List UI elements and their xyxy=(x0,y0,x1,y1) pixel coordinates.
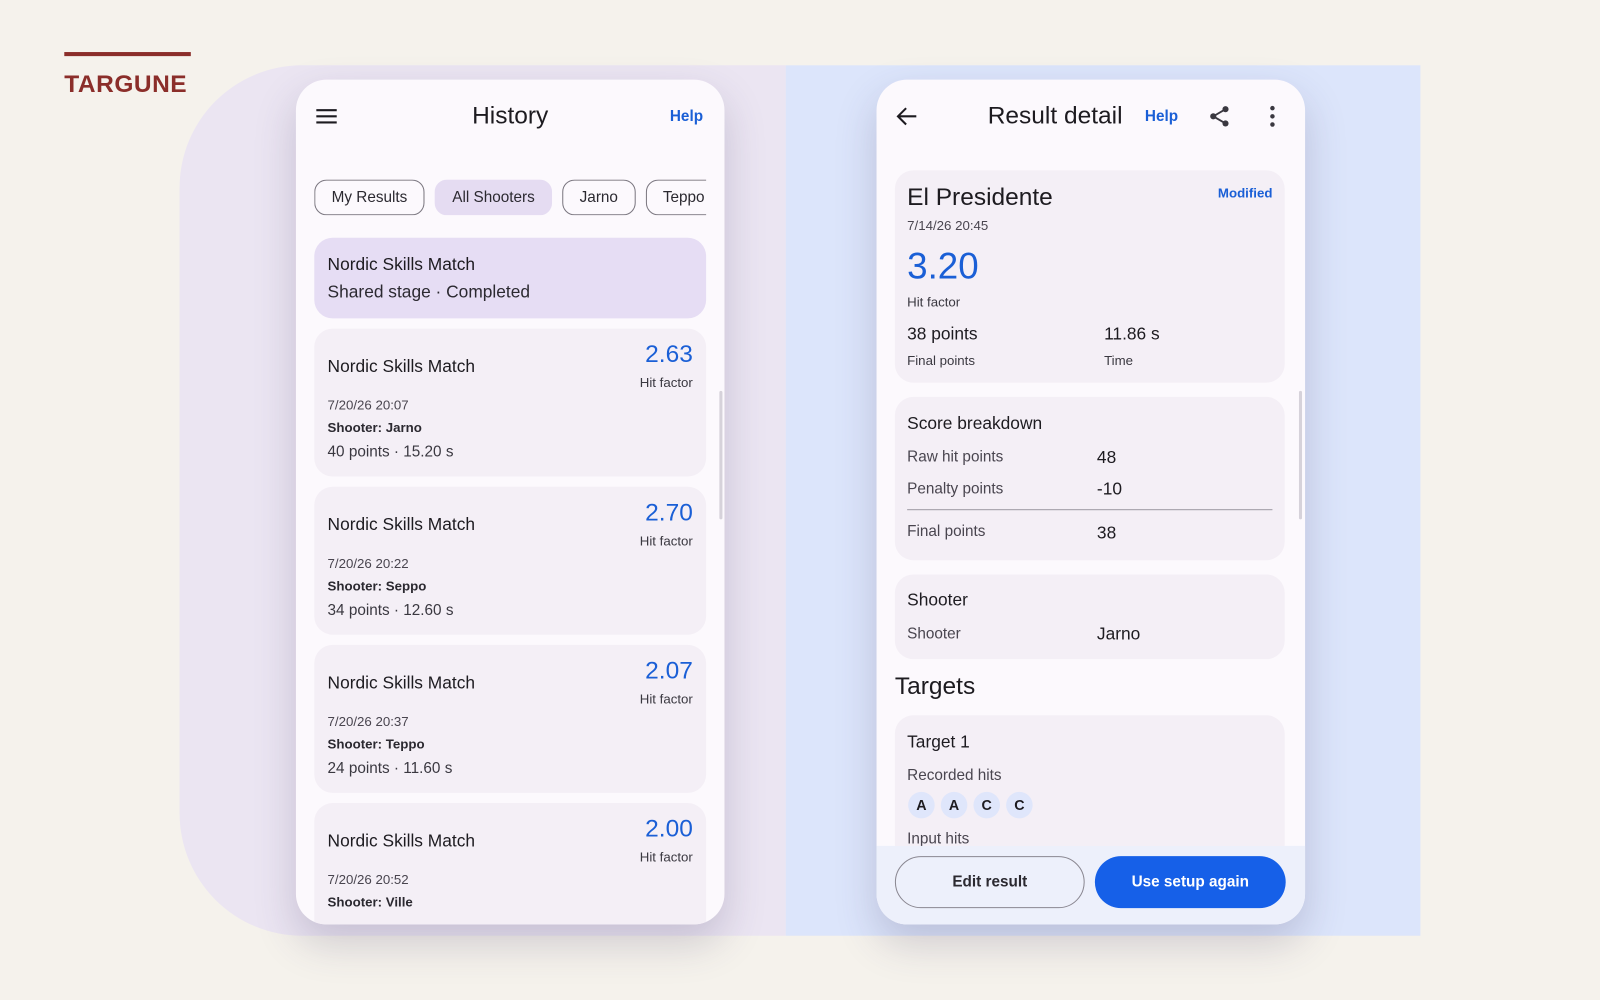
time: 11.86 s xyxy=(1104,323,1160,344)
points: 38 points xyxy=(907,323,978,344)
date: 7/14/26 20:45 xyxy=(907,217,989,234)
hit-chip: A xyxy=(940,791,968,819)
card-title: Nordic Skills Match xyxy=(327,831,476,851)
shooter: Shooter: Ville xyxy=(327,894,413,910)
filter-chips: My Results All Shooters Jarno Teppo xyxy=(314,179,707,216)
row-value: -10 xyxy=(1096,479,1123,499)
card-title: Target 1 xyxy=(907,732,970,752)
date: 7/20/26 20:37 xyxy=(327,713,409,730)
row-label: Raw hit points xyxy=(907,448,1004,466)
card-subtitle: Shared stage · Completed xyxy=(327,282,531,302)
points-label: Final points xyxy=(907,352,975,368)
row-label: Shooter xyxy=(907,624,961,643)
stage-name: El Presidente xyxy=(907,183,1053,212)
filter-chip[interactable]: Teppo xyxy=(645,179,707,216)
hit-chip: A xyxy=(908,791,935,819)
shooter: Shooter: Seppo xyxy=(327,578,427,594)
edit-button[interactable]: Edit result xyxy=(894,856,1085,909)
hit-factor: 2.07 xyxy=(645,657,693,685)
summary: 40 points · 15.20 s xyxy=(327,443,454,461)
filter-chip[interactable]: All Shooters xyxy=(434,179,553,216)
more-icon[interactable] xyxy=(1262,105,1282,127)
summary: 24 points · 11.60 s xyxy=(327,759,453,778)
row-label: Penalty points xyxy=(907,480,1004,498)
row-label: Final points xyxy=(907,522,986,541)
card-title: Nordic Skills Match xyxy=(327,356,476,377)
hit-chip: C xyxy=(1006,791,1033,819)
result-card[interactable]: Nordic Skills Match 2.63 Hit factor 7/20/26… xyxy=(314,328,707,477)
result-card[interactable]: Nordic Skills Match 2.70 Hit factor 7/20/26… xyxy=(314,486,707,635)
result-card[interactable]: Nordic Skills Match 2.07 Hit factor 7/20/26… xyxy=(314,644,707,793)
hit-factor: 3.20 xyxy=(907,244,979,287)
active-card[interactable]: Nordic Skills Match Shared stage · Compl… xyxy=(314,237,707,319)
brand-rule xyxy=(64,52,191,57)
recorded-label: Recorded hits xyxy=(907,766,1002,785)
hit-factor-label: Hit factor xyxy=(907,294,961,310)
divider xyxy=(907,509,1273,511)
share-icon[interactable] xyxy=(1208,105,1230,127)
scrollbar xyxy=(719,390,723,520)
hit-factor: 2.70 xyxy=(645,498,693,527)
summary: 34 points · 12.60 s xyxy=(327,601,454,619)
hit-factor-label: Hit factor xyxy=(639,533,693,549)
date: 7/20/26 20:07 xyxy=(327,397,409,413)
input-label: Input hits xyxy=(907,830,970,848)
history-screen: History Help My Results All Shooters Jarno… xyxy=(295,79,725,925)
detail-screen: Result detail Help El Presidente Modifie… xyxy=(876,79,1306,925)
back-icon[interactable] xyxy=(896,105,918,127)
card-title: Shooter xyxy=(907,590,968,610)
result-card[interactable]: Nordic Skills Match 2.00 Hit factor 7/20/26… xyxy=(314,803,707,925)
brand: TARGUNE xyxy=(64,70,188,98)
hit-factor: 2.00 xyxy=(645,815,693,843)
shooter-card: Shooter Shooter Jarno xyxy=(894,574,1285,660)
summary-card: El Presidente Modified 7/14/26 20:45 3.2… xyxy=(894,170,1285,383)
hit-factor-label: Hit factor xyxy=(639,691,693,707)
hit-chip: C xyxy=(973,791,1000,819)
help-link[interactable]: Help xyxy=(1144,107,1179,125)
row-value: 48 xyxy=(1096,447,1117,467)
shooter: Shooter: Teppo xyxy=(327,736,425,752)
section-heading: Targets xyxy=(894,672,976,700)
breakdown-card: Score breakdown Final points 38 Raw hit … xyxy=(894,396,1285,561)
row-value: 38 xyxy=(1096,522,1117,543)
menu-icon[interactable] xyxy=(315,105,337,127)
hit-factor-label: Hit factor xyxy=(639,849,693,865)
help-link[interactable]: Help xyxy=(669,107,704,125)
time-label: Time xyxy=(1104,352,1134,368)
row-value: Jarno xyxy=(1096,623,1141,644)
screen-title: Result detail xyxy=(987,102,1123,130)
hit-factor: 2.63 xyxy=(645,340,693,369)
filter-chip[interactable]: Jarno xyxy=(562,179,636,216)
date: 7/20/26 20:22 xyxy=(327,555,409,571)
shooter: Shooter: Jarno xyxy=(327,419,422,436)
filter-chip[interactable]: My Results xyxy=(314,179,425,216)
date: 7/20/26 20:52 xyxy=(327,871,409,888)
hit-factor-label: Hit factor xyxy=(639,374,693,391)
card-title: Nordic Skills Match xyxy=(327,672,476,693)
card-title: Nordic Skills Match xyxy=(327,514,476,535)
scrollbar xyxy=(1298,390,1303,520)
reuse-button[interactable]: Use setup again xyxy=(1094,856,1286,909)
card-title: Nordic Skills Match xyxy=(327,254,476,274)
status: Modified xyxy=(1217,185,1273,201)
screen-title: History xyxy=(472,102,549,130)
card-title: Score breakdown xyxy=(907,413,1043,434)
